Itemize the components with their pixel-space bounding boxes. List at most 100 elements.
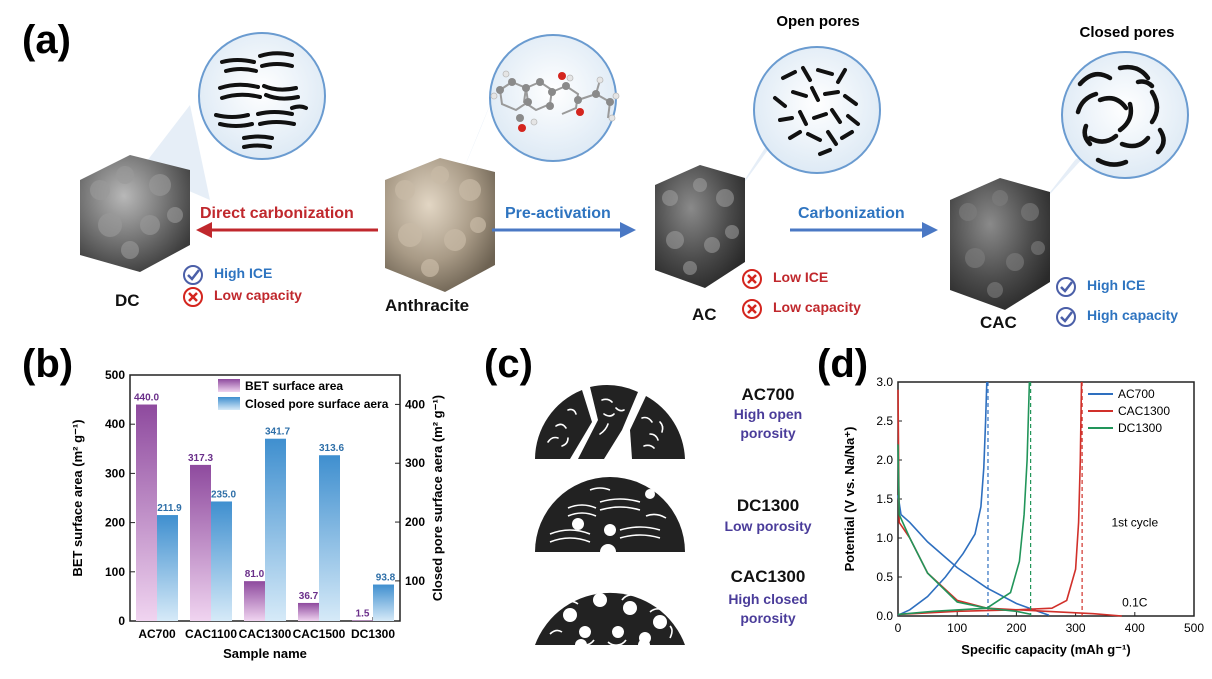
bar-closed-pore bbox=[319, 455, 340, 621]
legend-label-bet: BET surface area bbox=[245, 379, 343, 393]
y-tick-label: 0.0 bbox=[876, 609, 893, 623]
y-left-tick-label: 400 bbox=[105, 417, 125, 431]
x-tick-label: AC700 bbox=[138, 627, 176, 641]
x-axis-title: Specific capacity (mAh g⁻¹) bbox=[961, 642, 1130, 657]
ac700-desc1: High open bbox=[733, 406, 803, 422]
x-tick-label: CAC1500 bbox=[293, 627, 346, 641]
open-pore-segments bbox=[773, 66, 860, 156]
ac700-name: AC700 bbox=[741, 385, 795, 404]
y-left-tick-label: 0 bbox=[118, 614, 125, 628]
x-tick-label: 200 bbox=[1006, 621, 1026, 635]
bar-bet-label: 317.3 bbox=[188, 453, 213, 464]
rate-annotation: 0.1C bbox=[1122, 596, 1148, 610]
cac-closed-pores-circle bbox=[1061, 51, 1189, 179]
ac-open-pores-circle bbox=[753, 46, 881, 174]
bar-bet-label: 1.5 bbox=[356, 608, 370, 619]
voltage-profile-chart: 0 100 200 300 400 500 0.0 0.5 1.0 1.5 2.0 2.5 3.0 AC7… bbox=[842, 375, 1204, 657]
cac-pro1-text: High ICE bbox=[1087, 277, 1146, 293]
cac-label: CAC bbox=[980, 313, 1017, 332]
y-left-tick-label: 200 bbox=[105, 516, 125, 530]
y-tick-label: 1.5 bbox=[876, 492, 893, 506]
check-icon bbox=[183, 265, 203, 285]
carbonization-text: Carbonization bbox=[798, 205, 905, 222]
x-tick-label: 500 bbox=[1184, 621, 1204, 635]
pre-activation-text: Pre-activation bbox=[505, 205, 611, 222]
x-tick-label: 300 bbox=[1066, 621, 1086, 635]
charge-curve-AC700 bbox=[897, 381, 988, 616]
check-icon bbox=[1056, 277, 1076, 297]
dc1300-name: DC1300 bbox=[736, 496, 800, 515]
y-tick-label: 2.0 bbox=[876, 453, 893, 467]
dc-pro-text: High ICE bbox=[214, 265, 273, 281]
bar-bet bbox=[136, 404, 157, 621]
panel-b-label: (b) bbox=[22, 342, 74, 386]
y-left-axis-title: BET surface area (m² g⁻¹) bbox=[70, 419, 85, 576]
cross-icon bbox=[742, 299, 762, 319]
dc-label: DC bbox=[115, 291, 140, 310]
pre-activation-arrow bbox=[492, 222, 636, 238]
bar-closed-pore-label: 211.9 bbox=[157, 503, 182, 514]
legend-label-closed: Closed pore surface aera bbox=[245, 397, 389, 411]
panel-c-label: (c) bbox=[484, 342, 533, 386]
legend-label-DC1300: DC1300 bbox=[1118, 421, 1162, 435]
direct-carbonization-text: Direct carbonization bbox=[200, 205, 354, 222]
anthracite-cube bbox=[385, 158, 495, 292]
cac-pro2-text: High capacity bbox=[1087, 307, 1179, 323]
bar-bet-label: 440.0 bbox=[134, 393, 159, 404]
ac700-desc2: porosity bbox=[740, 425, 796, 441]
bar-closed-pore-label: 235.0 bbox=[211, 489, 236, 500]
bar-bet bbox=[352, 620, 373, 621]
ac-label: AC bbox=[692, 305, 717, 324]
panel-a-label: (a) bbox=[22, 18, 71, 62]
x-tick-label: CAC1100 bbox=[185, 627, 237, 641]
x-axis-title: Sample name bbox=[223, 646, 307, 661]
bar-bet bbox=[244, 581, 265, 621]
cac-cube bbox=[950, 178, 1050, 310]
legend-label-AC700: AC700 bbox=[1118, 387, 1155, 401]
dc-cube bbox=[80, 155, 190, 272]
y-tick-label: 1.0 bbox=[876, 531, 893, 545]
y-right-tick-label: 200 bbox=[405, 515, 425, 529]
y-left-tick-label: 500 bbox=[105, 368, 125, 382]
y-right-axis-title: Closed pore surface aera (m² g⁻¹) bbox=[430, 395, 445, 601]
open-pores-text: Open pores bbox=[776, 13, 859, 30]
bar-closed-pore bbox=[211, 501, 232, 621]
bar-closed-pore bbox=[157, 515, 178, 621]
discharge-curve-DC1300 bbox=[897, 444, 1032, 616]
dc-structure-circle bbox=[198, 32, 326, 160]
y-right-tick-label: 300 bbox=[405, 456, 425, 470]
y-right-tick-label: 100 bbox=[405, 574, 425, 588]
discharge-curve-AC700 bbox=[897, 494, 1050, 616]
dc1300-desc1: Low porosity bbox=[724, 518, 812, 534]
cac1300-name: CAC1300 bbox=[730, 567, 806, 586]
anthracite-zoom-cone bbox=[455, 80, 500, 190]
bar-bet bbox=[298, 602, 319, 621]
y-left-tick-label: 100 bbox=[105, 565, 125, 579]
x-tick-label: 400 bbox=[1125, 621, 1145, 635]
x-tick-label: 100 bbox=[947, 621, 967, 635]
ac-cube bbox=[655, 165, 745, 288]
y-left-tick-label: 300 bbox=[105, 466, 125, 480]
bar-closed-pore bbox=[265, 438, 286, 621]
bar-closed-pore-label: 93.8 bbox=[376, 573, 396, 584]
direct-carbonization-arrow bbox=[196, 222, 378, 238]
cross-icon bbox=[742, 269, 762, 289]
y-tick-label: 0.5 bbox=[876, 570, 893, 584]
dc-layered-stacks bbox=[214, 51, 308, 149]
bar-closed-pore bbox=[373, 584, 394, 621]
bar-bet bbox=[190, 464, 211, 621]
molecule-model bbox=[490, 70, 620, 132]
ac700-schematic bbox=[535, 385, 685, 459]
closed-pores-text: Closed pores bbox=[1079, 24, 1174, 41]
cac1300-desc1: High closed bbox=[728, 591, 808, 607]
bar-closed-pore-label: 341.7 bbox=[265, 427, 290, 438]
cac1300-schematic bbox=[535, 575, 685, 646]
charge-curve-CAC1300 bbox=[897, 381, 1083, 616]
closed-pore-arcs bbox=[1075, 64, 1166, 167]
cross-icon bbox=[183, 287, 203, 307]
y-tick-label: 3.0 bbox=[876, 375, 893, 389]
check-icon bbox=[1056, 307, 1076, 327]
ac-con2-text: Low capacity bbox=[773, 299, 861, 315]
ac-con1-text: Low ICE bbox=[773, 269, 829, 285]
carbonization-arrow bbox=[790, 222, 938, 238]
